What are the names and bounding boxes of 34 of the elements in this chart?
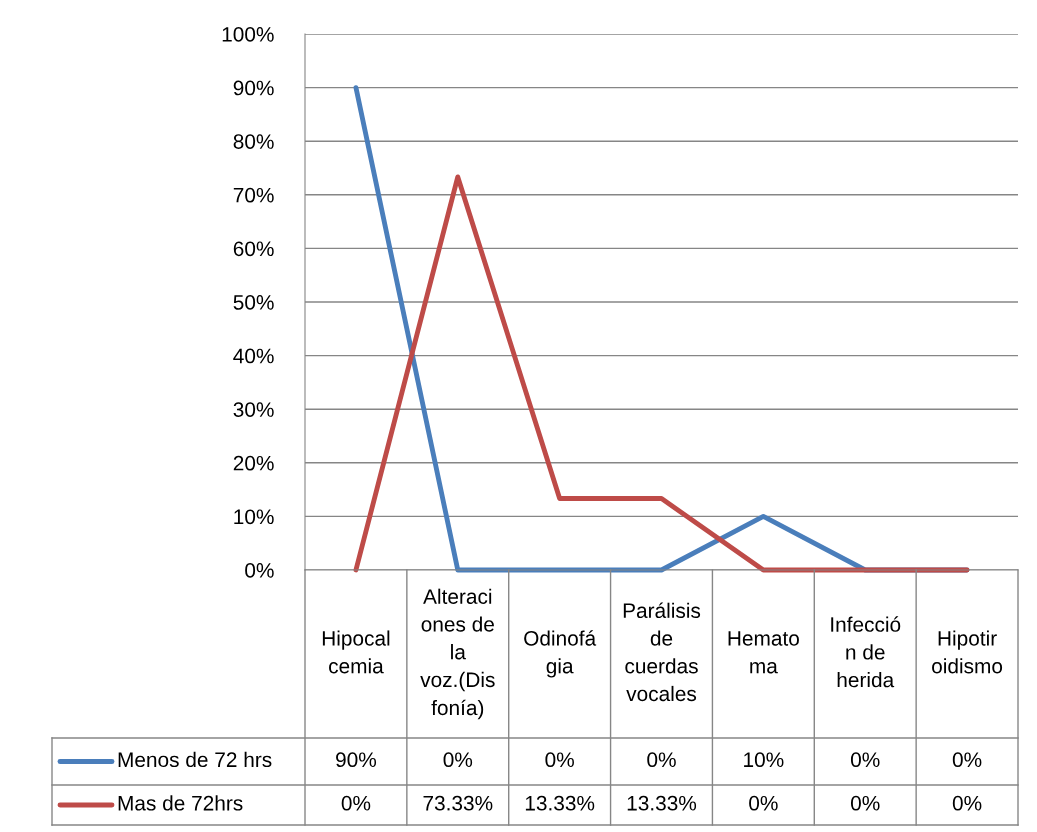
y-tick-label: 80%	[233, 134, 274, 149]
data-label: 0%	[341, 795, 371, 811]
y-tick-label: 60%	[233, 241, 274, 257]
x-tick-label: Hipotir oidismo	[932, 630, 1003, 674]
y-tick-label: 70%	[233, 187, 274, 203]
x-tick-label: Parálisis de cuerdas vocales	[623, 602, 701, 702]
data-label: 0%	[952, 752, 982, 768]
data-label: 0%	[647, 752, 676, 768]
data-label: 13.33%	[525, 795, 595, 811]
data-label: 0%	[443, 752, 473, 768]
x-tick-label: Hipocal cemia	[322, 630, 390, 674]
y-tick-label: 90%	[233, 80, 274, 96]
data-label: 90%	[336, 752, 377, 768]
y-tick-label: 20%	[233, 455, 274, 471]
data-label: 0%	[850, 752, 880, 768]
y-tick-label: 40%	[233, 348, 274, 364]
x-tick-label: Infecció n de herida	[831, 616, 901, 688]
data-label: 13.33%	[627, 795, 697, 811]
data-label: 0%	[749, 795, 778, 811]
y-tick-label: 100%	[222, 27, 274, 42]
y-tick-label: 50%	[233, 295, 274, 310]
data-label: 73.33%	[423, 795, 493, 811]
data-label: 0%	[850, 795, 880, 811]
y-tick-label: 10%	[234, 509, 274, 525]
x-tick-label: Hemato ma	[728, 631, 799, 674]
x-tick-label: Odinofá gia	[524, 630, 597, 678]
legend-label: Menos de 72 hrs	[118, 751, 272, 768]
data-label: 0%	[952, 795, 982, 811]
data-label: 10%	[744, 752, 784, 768]
legend-label: Mas de 72hrs	[118, 795, 243, 811]
y-tick-label: 30%	[233, 402, 274, 417]
x-tick-label: Alteraci ones de la voz.(Dis fonía)	[420, 588, 495, 720]
data-label: 0%	[545, 752, 574, 768]
y-tick-label: 0%	[245, 563, 274, 578]
